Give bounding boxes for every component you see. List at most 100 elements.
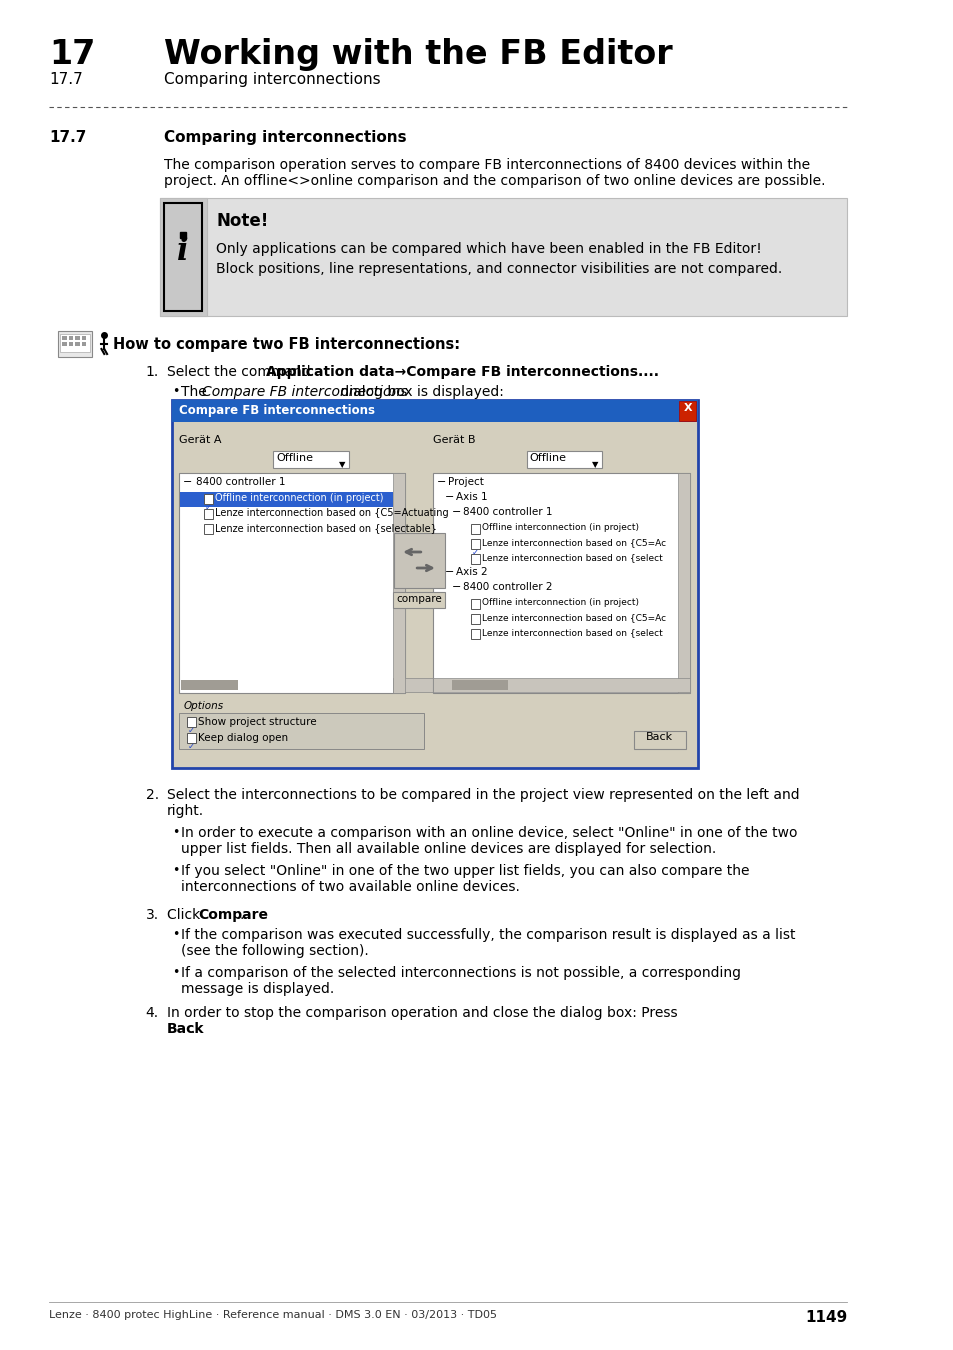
Text: Lenze interconnection based on {C5=Ac: Lenze interconnection based on {C5=Ac: [481, 539, 665, 547]
Bar: [204, 509, 213, 518]
Text: 4.: 4.: [146, 1006, 158, 1021]
Text: Comparing interconnections: Comparing interconnections: [164, 72, 380, 86]
Text: •: •: [172, 927, 179, 941]
Bar: [60, 333, 91, 352]
Text: If the comparison was executed successfully, the comparison result is displayed : If the comparison was executed successfu…: [181, 927, 795, 942]
Text: Axis 2: Axis 2: [456, 567, 487, 576]
Text: 17.7: 17.7: [49, 72, 83, 86]
Bar: [82, 342, 87, 346]
Text: −: −: [444, 491, 454, 502]
Text: Working with the FB Editor: Working with the FB Editor: [164, 38, 672, 72]
Text: •: •: [172, 967, 179, 979]
Bar: [204, 524, 213, 535]
Text: Block positions, line representations, and connector visibilities are not compar: Block positions, line representations, a…: [215, 262, 781, 275]
Text: message is displayed.: message is displayed.: [181, 981, 335, 996]
Text: Keep dialog open: Keep dialog open: [198, 733, 288, 743]
Text: Application data→Compare FB interconnections....: Application data→Compare FB interconnect…: [266, 364, 659, 379]
Text: −: −: [444, 567, 454, 576]
Bar: [470, 629, 479, 639]
Bar: [62, 336, 67, 340]
Text: The: The: [181, 385, 212, 400]
Bar: [172, 400, 698, 423]
Text: Offline: Offline: [529, 454, 566, 463]
Text: Compare FB interconnections: Compare FB interconnections: [202, 385, 407, 400]
Text: If you select "Online" in one of the two upper list fields, you can also compare: If you select "Online" in one of the two…: [181, 864, 749, 878]
Text: •: •: [172, 826, 179, 838]
Text: How to compare two FB interconnections:: How to compare two FB interconnections:: [112, 338, 459, 352]
Bar: [393, 472, 404, 693]
Bar: [82, 336, 87, 340]
Text: 8400 controller 1: 8400 controller 1: [196, 477, 286, 487]
Bar: [62, 342, 67, 346]
Bar: [394, 533, 445, 589]
Text: −: −: [452, 582, 460, 593]
Bar: [187, 733, 196, 743]
Bar: [393, 678, 616, 693]
Text: ✓: ✓: [471, 548, 478, 558]
Text: .: .: [239, 909, 243, 922]
Bar: [678, 472, 690, 693]
Text: 1149: 1149: [804, 1310, 846, 1324]
Bar: [58, 331, 92, 356]
Text: 8400 controller 2: 8400 controller 2: [462, 582, 552, 593]
Bar: [470, 614, 479, 624]
Text: ✓: ✓: [188, 743, 194, 751]
Text: i: i: [177, 236, 189, 267]
Text: interconnections of two available online devices.: interconnections of two available online…: [181, 880, 519, 894]
Text: Gerät A: Gerät A: [179, 435, 222, 446]
Text: X: X: [682, 404, 691, 413]
Bar: [393, 593, 445, 608]
Bar: [172, 400, 698, 768]
Text: Offline interconnection (in project): Offline interconnection (in project): [215, 493, 383, 504]
Bar: [75, 336, 80, 340]
Text: The comparison operation serves to compare FB interconnections of 8400 devices w: The comparison operation serves to compa…: [164, 158, 810, 171]
Text: Offline interconnection (in project): Offline interconnection (in project): [481, 598, 639, 608]
Text: In order to execute a comparison with an online device, select "Online" in one o: In order to execute a comparison with an…: [181, 826, 797, 840]
Text: Lenze interconnection based on {C5=Actuating: Lenze interconnection based on {C5=Actua…: [215, 508, 448, 518]
Text: Only applications can be compared which have been enabled in the FB Editor!: Only applications can be compared which …: [215, 242, 761, 256]
Text: Comparing interconnections: Comparing interconnections: [164, 130, 407, 144]
Text: right.: right.: [167, 805, 204, 818]
Text: Lenze interconnection based on {C5=Ac: Lenze interconnection based on {C5=Ac: [481, 613, 665, 622]
Text: Note!: Note!: [215, 212, 268, 230]
Text: Axis 1: Axis 1: [456, 491, 487, 502]
Text: Click: Click: [167, 909, 205, 922]
Bar: [526, 451, 601, 468]
Text: •: •: [172, 385, 179, 398]
Text: 2.: 2.: [146, 788, 158, 802]
Bar: [470, 524, 479, 535]
Text: 8400 controller 1: 8400 controller 1: [462, 508, 552, 517]
Bar: [75, 342, 80, 346]
Bar: [179, 713, 423, 749]
Text: Select the interconnections to be compared in the project view represented on th: Select the interconnections to be compar…: [167, 788, 799, 802]
Text: .: .: [191, 1022, 194, 1035]
Text: −: −: [452, 508, 460, 517]
Text: ▼: ▼: [338, 460, 345, 468]
Bar: [179, 472, 404, 693]
Text: •: •: [172, 864, 179, 878]
Bar: [159, 198, 207, 316]
Bar: [452, 680, 508, 690]
Text: Offline: Offline: [276, 454, 313, 463]
Bar: [204, 494, 213, 504]
Text: project. An offline<>online comparison and the comparison of two online devices : project. An offline<>online comparison a…: [164, 174, 825, 188]
Text: Compare FB interconnections: Compare FB interconnections: [179, 404, 375, 417]
Text: If a comparison of the selected interconnections is not possible, a correspondin: If a comparison of the selected intercon…: [181, 967, 740, 980]
Text: Options: Options: [183, 701, 223, 711]
Bar: [433, 472, 690, 693]
Text: −: −: [436, 477, 446, 487]
Bar: [433, 678, 690, 693]
Text: Gerät B: Gerät B: [433, 435, 476, 446]
Text: compare: compare: [395, 594, 441, 603]
Text: Lenze interconnection based on {select: Lenze interconnection based on {select: [481, 554, 662, 562]
Text: Show project structure: Show project structure: [198, 717, 316, 728]
Text: In order to stop the comparison operation and close the dialog box: Press: In order to stop the comparison operatio…: [167, 1006, 678, 1021]
Text: Project: Project: [448, 477, 483, 487]
Text: Lenze interconnection based on {select: Lenze interconnection based on {select: [481, 628, 662, 637]
Bar: [187, 717, 196, 728]
Text: 17: 17: [49, 38, 95, 72]
Text: Lenze interconnection based on {selectable}: Lenze interconnection based on {selectab…: [215, 522, 436, 533]
Text: Select the command: Select the command: [167, 364, 314, 379]
Text: ✓: ✓: [205, 504, 212, 512]
Bar: [69, 342, 73, 346]
